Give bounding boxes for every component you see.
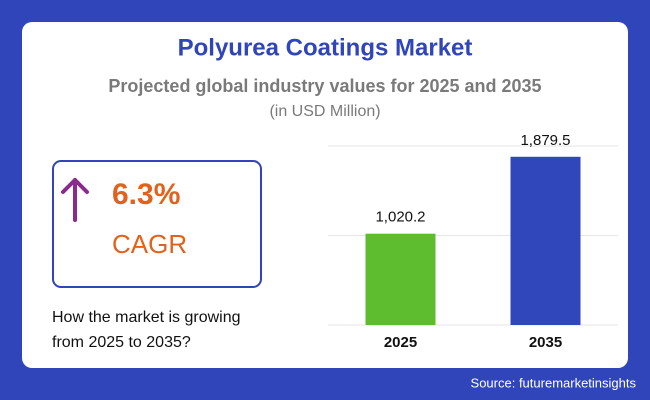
bar xyxy=(365,233,436,325)
cagr-label: CAGR xyxy=(112,229,187,259)
value-label: 1,020.2 xyxy=(375,209,425,226)
value-label: 1,879.5 xyxy=(520,132,570,149)
question-line: How the market is growing xyxy=(52,309,241,326)
source: Source: futuremarketinsights xyxy=(471,375,637,390)
question-line: from 2025 to 2035? xyxy=(52,334,191,351)
unit: (in USD Million) xyxy=(269,103,380,120)
subtitle: Projected global industry values for 202… xyxy=(108,76,541,96)
cagr-box xyxy=(52,160,262,288)
x-tick-label: 2035 xyxy=(529,334,562,351)
up-arrow xyxy=(61,178,89,222)
cagr-value: 6.3% xyxy=(112,178,180,211)
x-tick-label: 2025 xyxy=(384,334,417,351)
bar xyxy=(510,156,581,325)
title: Polyurea Coatings Market xyxy=(178,34,473,61)
card xyxy=(22,22,628,368)
